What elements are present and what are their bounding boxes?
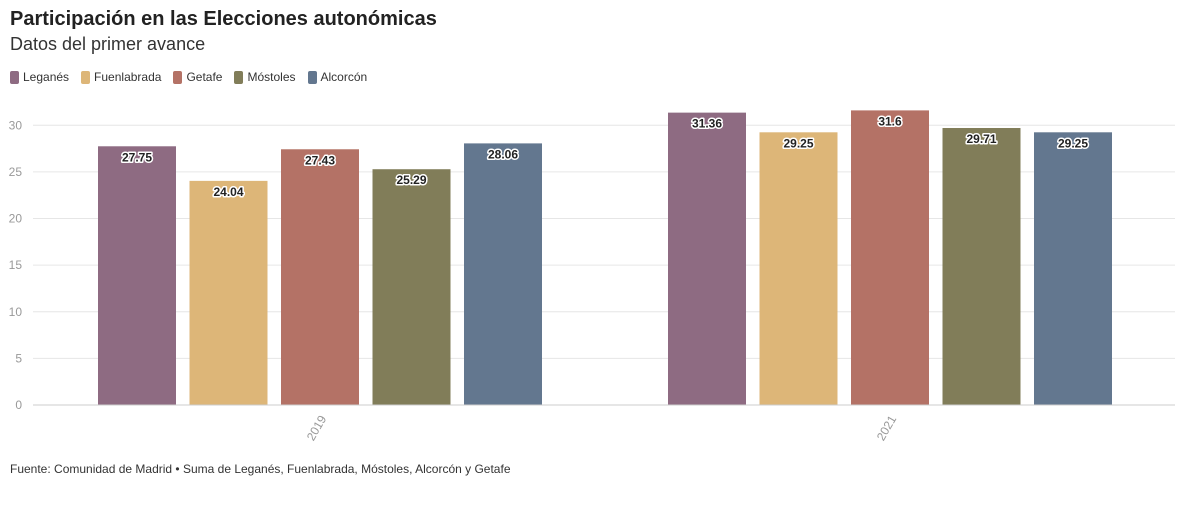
chart-source: Fuente: Comunidad de Madrid • Suma de Le… [10,462,511,476]
x-tick-label: 2021 [874,413,900,443]
y-tick-label: 10 [9,305,23,319]
x-tick-label: 2019 [304,413,330,443]
bar [851,110,929,405]
data-label: 29.25 [1058,136,1088,150]
legend-label: Alcorcón [320,70,368,84]
data-label: 29.71 [966,132,996,146]
legend-label: Getafe [186,70,223,84]
data-label: 28.06 [488,147,518,161]
data-label: 25.29 [396,173,426,187]
y-tick-label: 15 [9,258,23,272]
bar [464,143,542,405]
data-label: 31.36 [692,117,722,131]
legend-swatch [234,70,244,84]
legend-swatch [10,70,19,84]
bar [281,149,359,405]
legend-label: Fuenlabrada [94,70,162,84]
legend-swatch [81,70,91,84]
legend-item[interactable]: Fuenlabrada [81,70,161,84]
chart-legend: Leganés Fuenlabrada Getafe Móstoles Alcorcón [10,70,367,84]
legend-swatch [307,70,317,84]
legend-label: Móstoles [247,70,296,84]
legend-item[interactable]: Leganés [10,70,69,84]
legend-label: Leganés [23,70,70,84]
y-tick-label: 5 [15,351,22,365]
bar [668,112,746,406]
chart-subtitle: Datos del primer avance [10,34,206,54]
bar [372,169,451,405]
bar [98,146,176,406]
chart-header: Participación en las Elecciones autonómi… [10,6,437,56]
y-tick-label: 20 [9,212,23,226]
y-tick-label: 0 [15,398,22,412]
data-label: 31.6 [878,114,902,128]
legend-item[interactable]: Getafe [173,70,222,84]
data-label: 29.25 [783,136,813,150]
bar [942,128,1021,405]
y-tick-label: 30 [9,118,23,132]
bar [1034,132,1112,406]
data-label: 27.75 [122,150,152,164]
legend-swatch [173,70,183,84]
bar [189,180,268,405]
y-tick-label: 25 [9,165,23,179]
legend-item[interactable]: Alcorcón [307,70,368,84]
chart-title: Participación en las Elecciones autonómi… [10,8,437,30]
legend-item[interactable]: Móstoles [234,70,296,84]
data-label: 24.04 [213,185,243,199]
data-label: 27.43 [305,153,335,167]
bar [759,132,838,406]
